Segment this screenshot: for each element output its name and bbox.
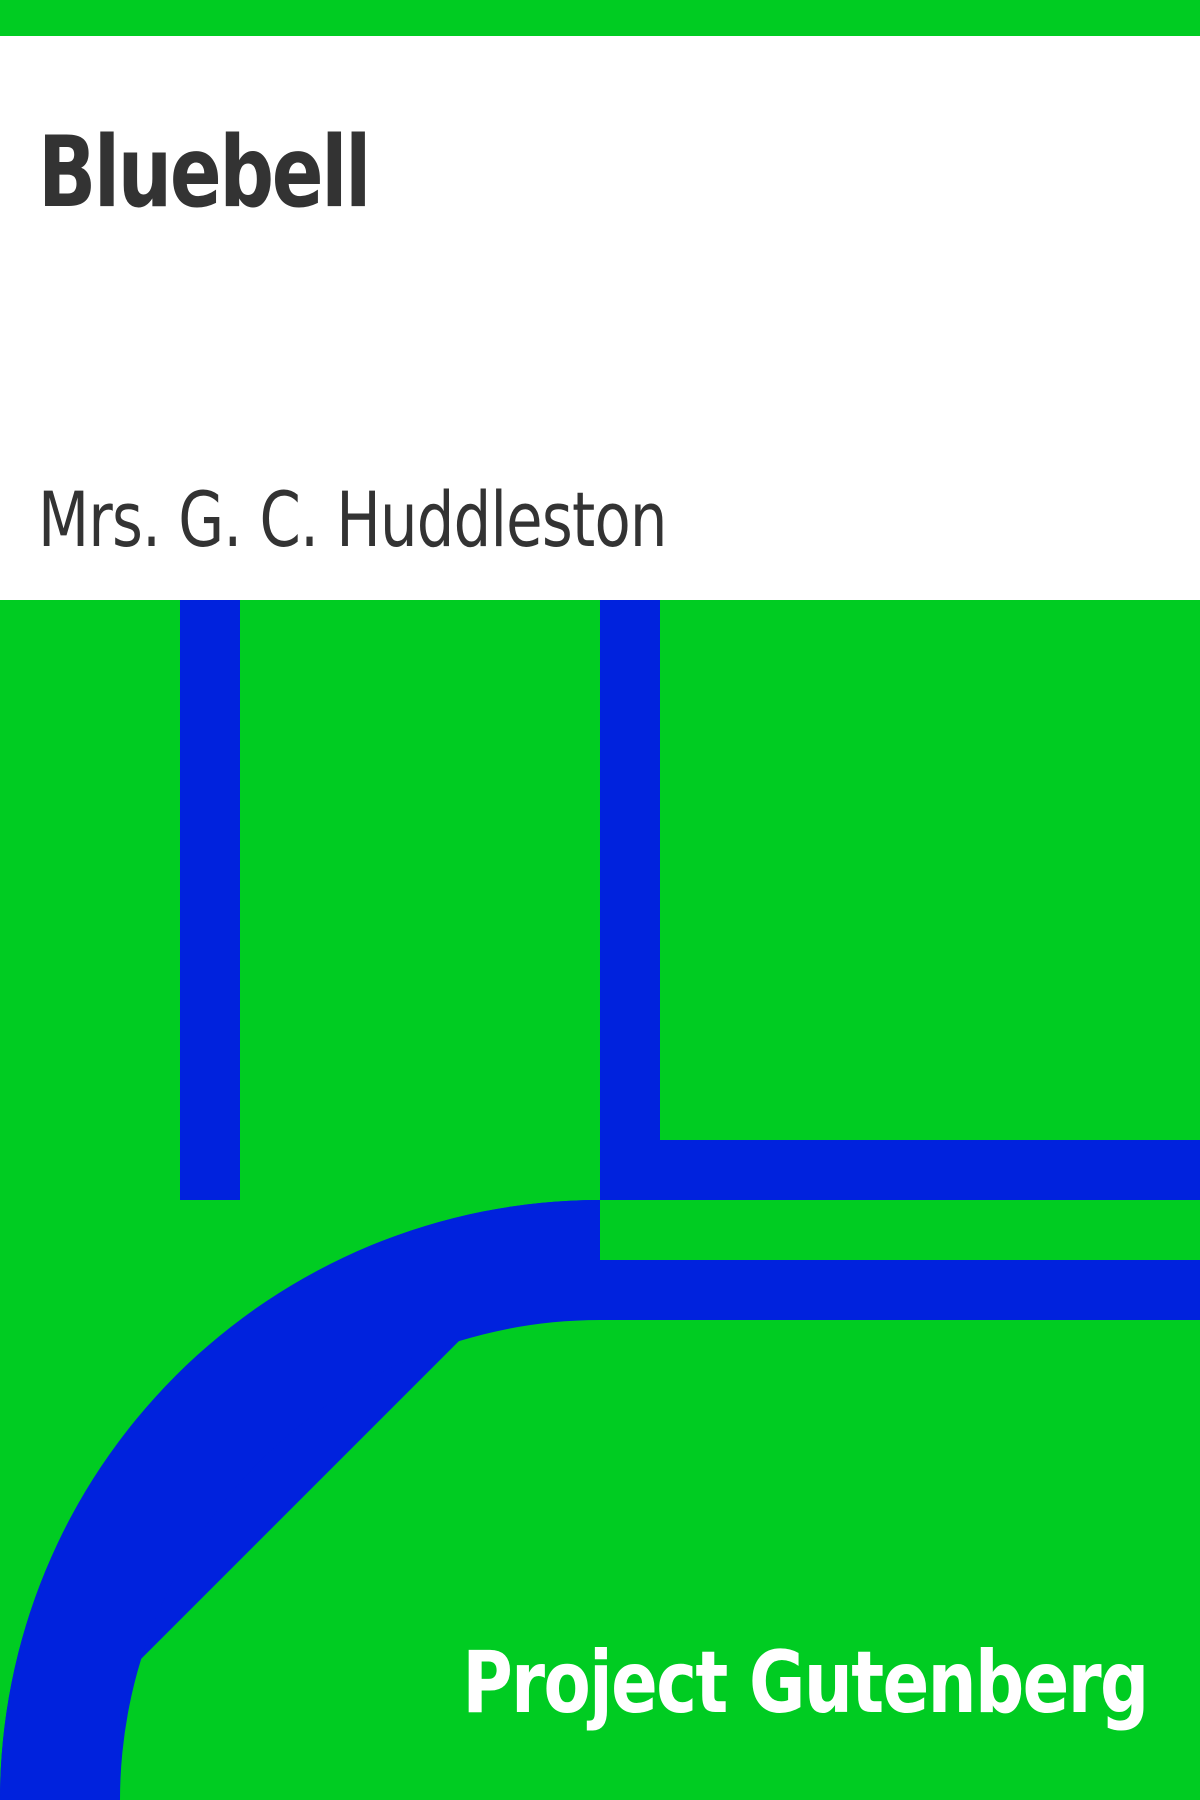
cover-pattern <box>0 600 1200 1800</box>
pattern-upper-horizontal-stripe <box>600 1140 1200 1200</box>
top-color-bar <box>0 0 1200 36</box>
title-panel: Bluebell Mrs. G. C. Huddleston <box>0 36 1200 600</box>
publisher-name: Project Gutenberg <box>462 1633 1150 1733</box>
pattern-lower-horizontal-stripe <box>600 1260 1200 1320</box>
pattern-middle-vertical-stripe <box>600 600 660 1200</box>
pattern-left-vertical-stripe <box>180 600 240 1200</box>
book-author: Mrs. G. C. Huddleston <box>38 475 668 564</box>
pattern-curved-band-outer <box>0 1200 600 1800</box>
book-title: Bluebell <box>38 116 371 230</box>
pattern-green-gap <box>600 1200 1200 1260</box>
